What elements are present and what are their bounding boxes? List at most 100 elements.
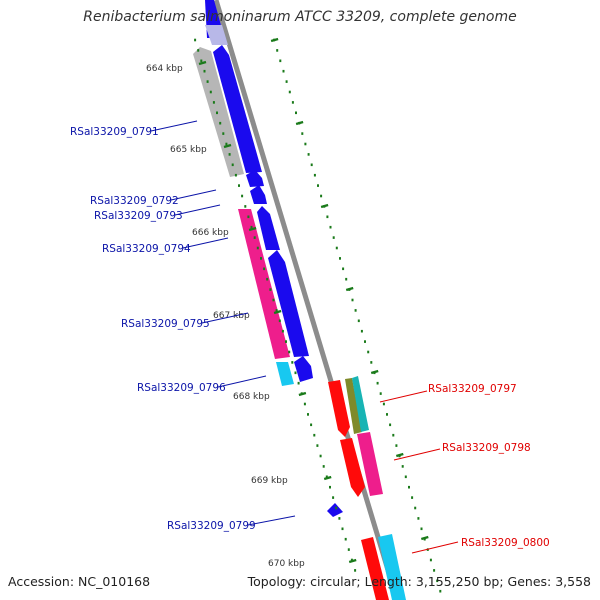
gene-arrow-rsal33209-0796[interactable] bbox=[276, 362, 294, 386]
minor-tick bbox=[351, 298, 354, 302]
minor-tick bbox=[404, 475, 407, 479]
minor-tick bbox=[354, 569, 357, 572]
minor-tick bbox=[276, 49, 279, 52]
gene-arrow-olive[interactable] bbox=[345, 378, 362, 434]
minor-tick bbox=[367, 350, 370, 354]
minor-tick bbox=[360, 329, 363, 333]
minor-tick bbox=[335, 506, 338, 510]
scale-ticks bbox=[194, 37, 442, 593]
gene-arrow-rsal33209-0800[interactable] bbox=[361, 537, 389, 600]
major-tick bbox=[223, 143, 232, 149]
gene-arrow-rsal33209-0793[interactable] bbox=[250, 185, 267, 204]
gene-arrow-magenta[interactable] bbox=[357, 432, 383, 496]
minor-tick bbox=[288, 350, 291, 354]
gene-arrow-rsal33209-0794[interactable] bbox=[238, 209, 290, 359]
minor-tick bbox=[395, 444, 398, 447]
gene-label-rsal33209-0800[interactable]: RSal33209_0800 bbox=[461, 537, 550, 549]
minor-tick bbox=[209, 90, 212, 94]
major-tick bbox=[323, 475, 332, 481]
gene-label-rsal33209-0793[interactable]: RSal33209_0793 bbox=[94, 210, 183, 222]
major-tick bbox=[198, 60, 207, 66]
minor-tick bbox=[285, 80, 288, 83]
minor-tick bbox=[212, 101, 215, 104]
minor-tick bbox=[295, 111, 297, 115]
minor-tick bbox=[228, 153, 231, 156]
gene-label-rsal33209-0791[interactable]: RSal33209_0791 bbox=[70, 126, 159, 138]
minor-tick bbox=[194, 38, 197, 42]
minor-tick bbox=[307, 413, 309, 416]
genome-backbone bbox=[213, 0, 400, 600]
minor-tick bbox=[345, 277, 348, 281]
gene-arrow-rsal33209-0797[interactable] bbox=[328, 380, 350, 437]
gene-arrow-blue[interactable] bbox=[213, 45, 262, 173]
minor-tick bbox=[357, 319, 360, 323]
gene-label-rsal33209-0799[interactable]: RSal33209_0799 bbox=[167, 520, 256, 532]
gene-label-rsal33209-0797[interactable]: RSal33209_0797 bbox=[428, 383, 517, 395]
minor-tick bbox=[263, 267, 266, 271]
minor-tick bbox=[225, 142, 228, 146]
minor-tick bbox=[281, 329, 284, 333]
minor-tick bbox=[272, 298, 275, 302]
minor-tick bbox=[307, 153, 310, 156]
minor-tick bbox=[206, 80, 209, 83]
minor-tick bbox=[342, 267, 345, 271]
gene-label-rsal33209-0795[interactable]: RSal33209_0795 bbox=[121, 318, 210, 330]
map-title: Renibacterium salmoninarum ATCC 33209, c… bbox=[83, 9, 517, 25]
gene-arrow-fade bbox=[205, 25, 228, 45]
minor-tick bbox=[411, 496, 414, 499]
gene-arrow-rsal33209-0798[interactable] bbox=[340, 438, 365, 497]
minor-tick bbox=[238, 184, 240, 187]
minor-tick bbox=[203, 69, 206, 73]
gene-arrow-blue[interactable] bbox=[268, 250, 309, 357]
forward-strand-track bbox=[193, 0, 343, 517]
gene-arrow-blue[interactable] bbox=[294, 356, 313, 382]
gene-arrow-rsal33209-0799[interactable] bbox=[327, 503, 343, 517]
minor-tick bbox=[347, 548, 350, 551]
minor-tick bbox=[253, 236, 256, 239]
gene-arrow-rsal33209-0791[interactable] bbox=[193, 47, 244, 177]
minor-tick bbox=[275, 309, 278, 312]
minor-tick bbox=[269, 288, 272, 291]
gene-label-rsal33209-0792[interactable]: RSal33209_0792 bbox=[90, 195, 179, 207]
minor-tick bbox=[256, 246, 259, 250]
minor-tick bbox=[319, 454, 322, 458]
gene-arrow-rsal33209-0792[interactable] bbox=[246, 170, 264, 187]
minor-tick bbox=[297, 381, 300, 385]
minor-tick bbox=[282, 69, 285, 73]
minor-tick bbox=[332, 496, 335, 499]
gene-label-rsal33209-0794[interactable]: RSal33209_0794 bbox=[102, 243, 191, 255]
minor-tick bbox=[291, 101, 294, 104]
gene-arrow-cyan[interactable] bbox=[378, 534, 406, 600]
gene-arrow-teal[interactable] bbox=[352, 376, 369, 432]
gene-label-rsal33209-0798[interactable]: RSal33209_0798 bbox=[442, 442, 531, 454]
major-tick bbox=[320, 203, 329, 209]
minor-tick bbox=[417, 517, 420, 520]
minor-tick bbox=[339, 257, 341, 260]
minor-tick bbox=[216, 111, 218, 115]
minor-tick bbox=[313, 433, 316, 437]
minor-tick bbox=[370, 361, 373, 364]
major-tick bbox=[273, 309, 282, 315]
kbp-scale-labels: 664 kbp 665 kbp 666 kbp 667 kbp 668 kbp … bbox=[146, 64, 305, 569]
major-tick bbox=[370, 369, 379, 375]
minor-tick bbox=[313, 173, 316, 177]
minor-tick bbox=[231, 163, 234, 167]
minor-tick bbox=[294, 371, 297, 375]
gene-label-rsal33209-0796[interactable]: RSal33209_0796 bbox=[137, 382, 226, 394]
accession-text: Accession: NC_010168 bbox=[8, 574, 151, 589]
reverse-gene-labels: RSal33209_0797 RSal33209_0798 RSal33209_… bbox=[379, 383, 550, 554]
minor-tick bbox=[222, 132, 225, 135]
minor-tick bbox=[379, 392, 382, 395]
minor-tick bbox=[234, 173, 237, 177]
kbp-label: 665 kbp bbox=[170, 145, 207, 155]
minor-tick bbox=[247, 215, 250, 219]
minor-tick bbox=[197, 49, 200, 52]
gene-arrow-blue[interactable] bbox=[257, 206, 280, 250]
major-tick bbox=[298, 391, 307, 397]
minor-tick bbox=[364, 340, 366, 343]
minor-tick bbox=[325, 475, 328, 479]
minor-tick bbox=[338, 517, 341, 520]
minor-tick bbox=[317, 184, 319, 187]
minor-tick bbox=[420, 527, 423, 531]
minor-tick bbox=[260, 257, 262, 260]
